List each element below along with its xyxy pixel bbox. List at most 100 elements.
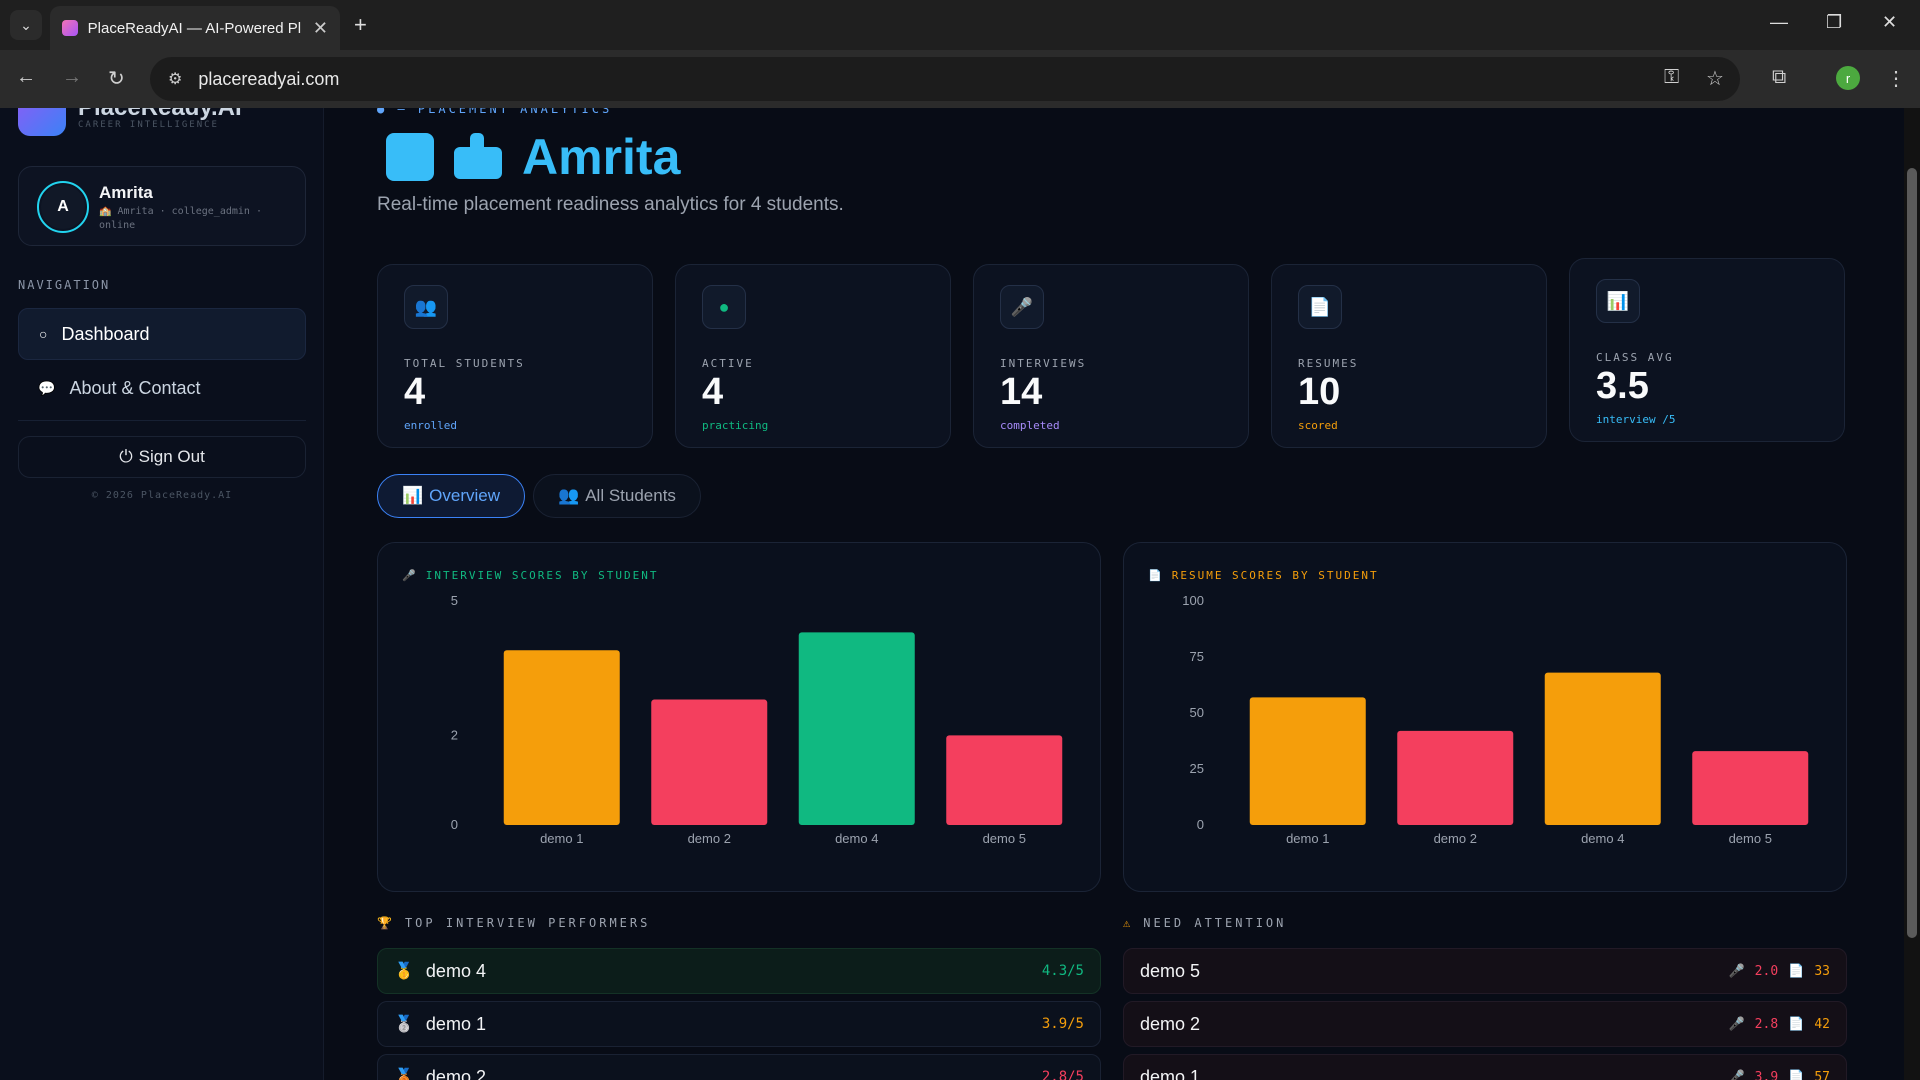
bar-demo-5[interactable] <box>1692 751 1809 825</box>
microphone-icon: 🎤 <box>1728 1016 1745 1032</box>
sign-out-button[interactable]: ⏻ Sign Out <box>18 436 306 478</box>
tab-overview[interactable]: 📊 Overview <box>377 474 526 518</box>
x-tick-label: demo 5 <box>983 831 1026 846</box>
profile-avatar[interactable]: r <box>1836 66 1860 90</box>
document-icon: 📄 <box>1148 569 1164 582</box>
stat-label: ACTIVE <box>702 357 754 370</box>
x-tick-label: demo 1 <box>1286 831 1329 846</box>
browser-toolbar: ← → ↻ ⚙ placereadyai.com ⚿ ☆ ⧉ ⋮ <box>0 50 1920 108</box>
interview-score: 3.9 <box>1754 1069 1779 1080</box>
interview-score: 2.0 <box>1754 963 1779 979</box>
performer-row[interactable]: 🥈 demo 1 3.9/5 <box>377 1001 1101 1047</box>
student-name: demo 4 <box>425 960 486 981</box>
scrollbar[interactable] <box>1904 108 1920 1080</box>
student-name: demo 1 <box>425 1013 486 1034</box>
students-icon: 👥 <box>558 486 580 505</box>
stat-value: 4 <box>404 371 426 413</box>
close-window-icon[interactable]: ✕ <box>1882 12 1898 32</box>
user-avatar: A <box>37 181 89 233</box>
document-icon: 📄 <box>1788 1016 1805 1032</box>
x-tick-label: demo 4 <box>835 831 878 846</box>
copyright: © 2026 PlaceReady.AI <box>91 490 233 501</box>
page-title: Amrita <box>522 129 681 185</box>
x-tick-label: demo 2 <box>688 831 731 846</box>
reload-icon[interactable]: ↻ <box>108 68 125 90</box>
student-name: demo 5 <box>1140 960 1201 981</box>
microphone-icon: 🎤 <box>1000 285 1044 329</box>
bar-demo-2[interactable] <box>1397 730 1514 825</box>
tab-close-icon[interactable]: ✕ <box>312 17 328 38</box>
document-icon: 📄 <box>1788 963 1805 979</box>
microphone-icon: 🎤 <box>402 569 418 582</box>
page-subtitle: Real-time placement readiness analytics … <box>377 194 844 215</box>
address-bar[interactable]: ⚙ placereadyai.com <box>150 57 1740 101</box>
bar-demo-4[interactable] <box>798 632 915 825</box>
new-tab-button[interactable]: + <box>354 12 367 37</box>
password-key-icon[interactable]: ⚿ <box>1664 66 1680 88</box>
browser-tab[interactable]: PlaceReadyAI — AI-Powered Pl ✕ <box>50 6 340 50</box>
stat-label: CLASS AVG <box>1596 351 1674 364</box>
bronze-medal-icon: 🥉 <box>394 1069 414 1080</box>
attention-scores: 🎤 2.8 📄 42 <box>1728 1017 1830 1032</box>
students-icon: 👥 <box>404 285 448 329</box>
section-label: TOP INTERVIEW PERFORMERS <box>404 916 651 930</box>
bookmark-star-icon[interactable]: ☆ <box>1706 68 1724 90</box>
minimize-icon[interactable]: — <box>1770 12 1788 32</box>
bar-demo-2[interactable] <box>651 699 768 825</box>
interview-scores-chart: 0 2 5 demo 1 demo 2 demo 4 demo 5 <box>451 593 1063 846</box>
stat-label: RESUMES <box>1298 357 1359 370</box>
x-tick-label: demo 1 <box>540 831 583 846</box>
stat-value: 14 <box>1000 371 1043 413</box>
performer-row[interactable]: 🥉 demo 2 2.8/5 <box>377 1054 1101 1080</box>
microphone-icon: 🎤 <box>1728 1069 1745 1080</box>
bar-demo-4[interactable] <box>1544 672 1661 825</box>
y-tick-label: 100 <box>1182 593 1204 608</box>
y-tick-label: 2 <box>451 727 458 742</box>
restore-icon[interactable]: ❐ <box>1826 12 1843 32</box>
brand-logo <box>18 108 66 136</box>
bar-chart-icon: 📊 <box>1596 279 1640 323</box>
student-score: 3.9/5 <box>1041 1016 1084 1032</box>
site-info-icon[interactable]: ⚙ <box>168 71 183 88</box>
tab-search-button[interactable]: ⌄ <box>10 10 42 40</box>
resume-score: 42 <box>1814 1016 1830 1032</box>
y-tick-label: 25 <box>1190 761 1204 776</box>
student-name: demo 2 <box>425 1066 486 1080</box>
student-name: demo 1 <box>1140 1066 1201 1080</box>
stat-card-interviews: 🎤 INTERVIEWS 14 completed <box>973 264 1249 448</box>
gold-medal-icon: 🥇 <box>394 963 414 980</box>
sidebar-item-about-contact[interactable]: 💬 About & Contact <box>18 362 306 414</box>
bar-chart-icon: 📊 <box>402 486 424 505</box>
sidebar-item-dashboard[interactable]: ○ Dashboard <box>18 308 306 360</box>
bar-demo-1[interactable] <box>503 650 620 825</box>
chart-title: INTERVIEW SCORES BY STUDENT <box>425 569 659 582</box>
brand-tagline: CAREER INTELLIGENCE <box>78 120 219 130</box>
interview-scores-panel: 0 2 5 demo 1 demo 2 demo 4 demo 5 🎤 INTERVIEW … <box>377 542 1101 892</box>
document-icon: 📄 <box>1298 285 1342 329</box>
page-kicker: ● — PLACEMENT ANALYTICS <box>377 108 612 116</box>
menu-icon[interactable]: ⋮ <box>1886 68 1906 90</box>
user-name: Amrita <box>99 183 153 202</box>
silver-medal-icon: 🥈 <box>394 1016 414 1033</box>
attention-row[interactable]: demo 2 🎤 2.8 📄 42 <box>1123 1001 1847 1047</box>
user-card: A Amrita 🏫 Amrita · college_admin · onli… <box>18 166 306 246</box>
bar-demo-1[interactable] <box>1249 697 1366 825</box>
performer-row[interactable]: 🥇 demo 4 4.3/5 <box>377 948 1101 994</box>
back-icon[interactable]: ← <box>16 66 36 88</box>
tab-all-students[interactable]: 👥 All Students <box>533 474 701 518</box>
attention-row[interactable]: demo 1 🎤 3.9 📄 57 <box>1123 1054 1847 1080</box>
warning-icon: ⚠ <box>1123 916 1134 930</box>
title-row: Amrita <box>386 128 680 186</box>
extensions-icon[interactable]: ⧉ <box>1772 66 1787 88</box>
stat-label: INTERVIEWS <box>1000 357 1087 370</box>
top-performers-heading: 🏆 TOP INTERVIEW PERFORMERS <box>377 916 650 930</box>
scrollbar-thumb[interactable] <box>1907 168 1917 938</box>
student-name: demo 2 <box>1140 1013 1201 1034</box>
x-tick-label: demo 4 <box>1581 831 1624 846</box>
forward-icon[interactable]: → <box>62 66 82 88</box>
student-score: 2.8/5 <box>1041 1069 1084 1080</box>
attention-row[interactable]: demo 5 🎤 2.0 📄 33 <box>1123 948 1847 994</box>
stat-value: 3.5 <box>1596 365 1649 407</box>
resume-scores-chart: 0 25 50 75 100 demo 1 demo 2 demo 4 demo 5 <box>1182 593 1809 846</box>
bar-demo-5[interactable] <box>946 735 1063 825</box>
